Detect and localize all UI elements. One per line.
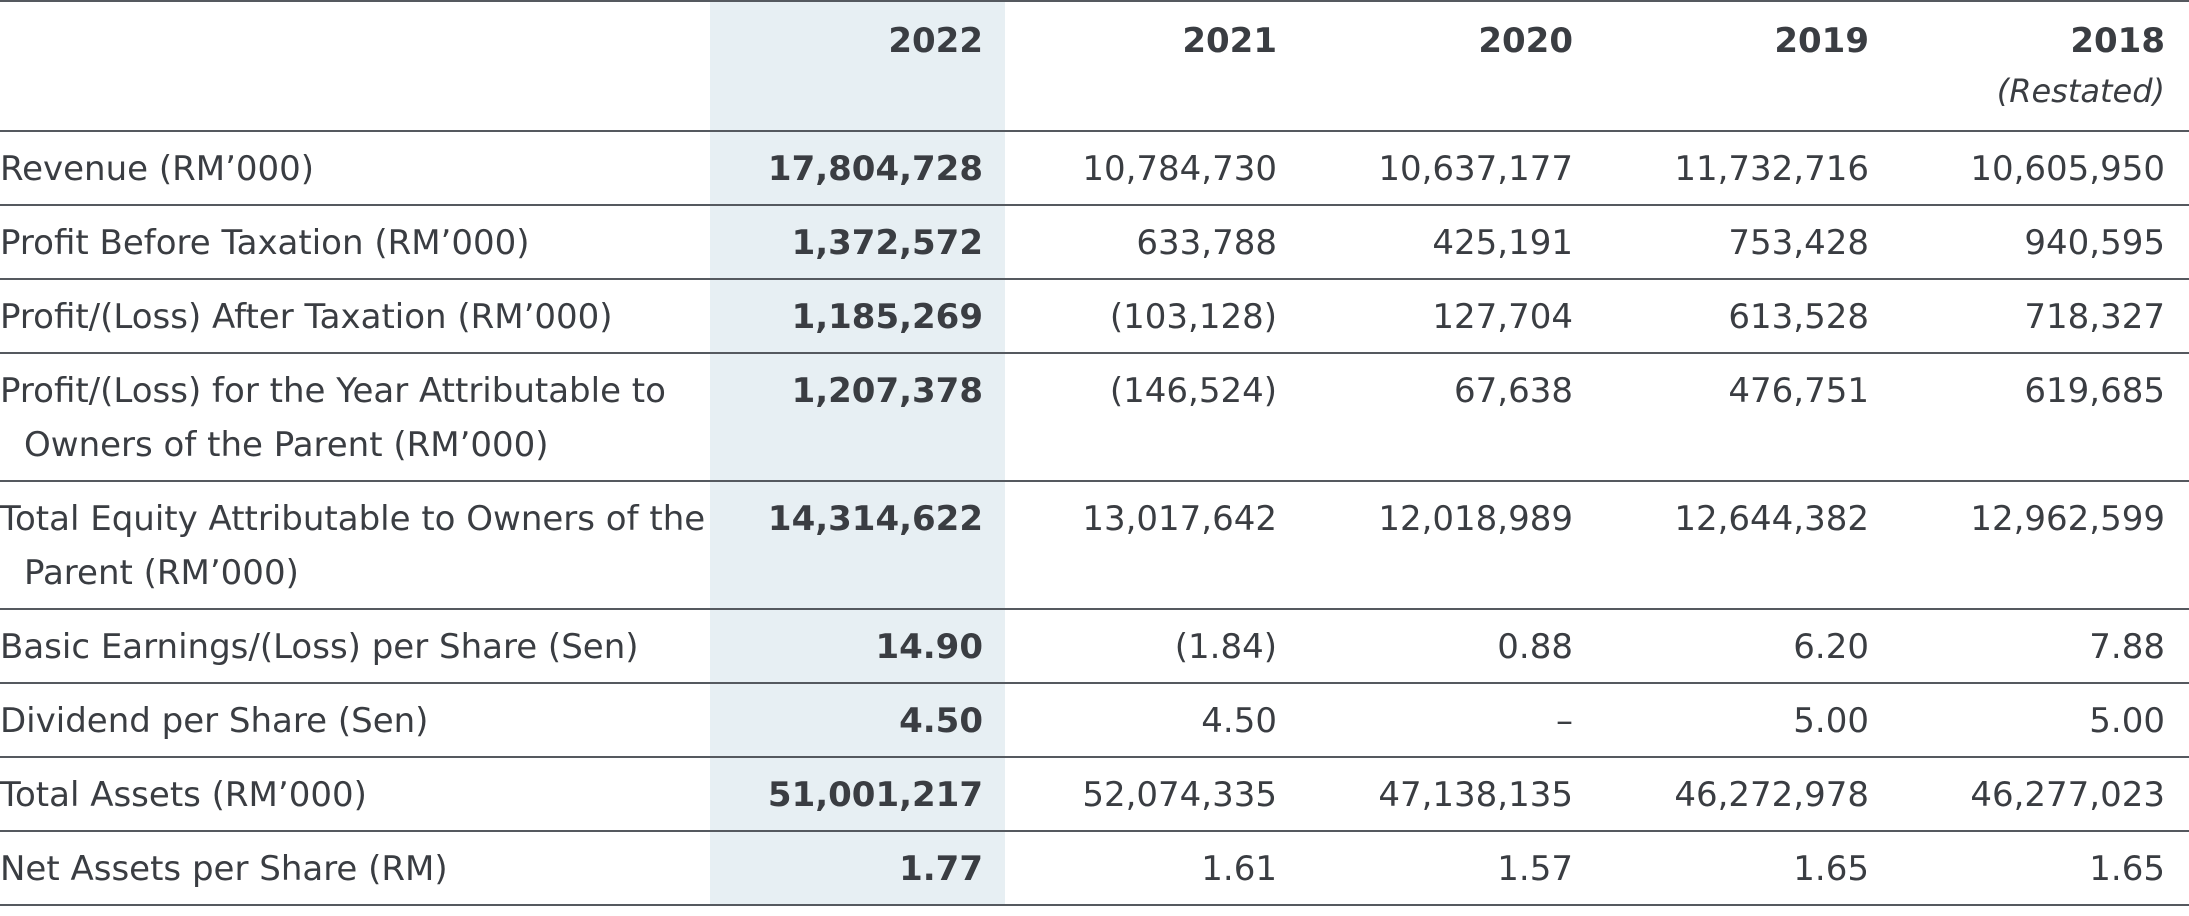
header-2021: 2021	[1182, 21, 1277, 61]
cell-2019: 5.00	[1793, 701, 1869, 741]
cell-2021: 1.61	[1201, 849, 1277, 889]
row-label: Profit Before Taxation (RM’000)	[0, 205, 710, 279]
row-label: Basic Earnings/(Loss) per Share (Sen)	[0, 609, 710, 683]
cell-2020: 425,191	[1432, 223, 1573, 263]
table-row: Profit/(Loss) After Taxation (RM’000) 1,…	[0, 279, 2189, 353]
row-label-text: Net Assets per Share (RM)	[0, 849, 448, 889]
table-row: Profit/(Loss) for the Year Attributable …	[0, 353, 2189, 481]
cell-2018: 7.88	[2089, 627, 2165, 667]
row-label: Revenue (RM’000)	[0, 131, 710, 205]
cell-2022: 1,372,572	[710, 205, 1005, 279]
cell-2020: 12,018,989	[1378, 499, 1573, 539]
row-label-text: Total Equity Attributable to Owners of t…	[0, 499, 706, 593]
cell-2018: 12,962,599	[1970, 499, 2165, 539]
cell-2022: 51,001,217	[710, 757, 1005, 831]
table-row: Profit Before Taxation (RM’000) 1,372,57…	[0, 205, 2189, 279]
cell-2021: (146,524)	[1109, 371, 1277, 411]
cell-2022: 14.90	[710, 609, 1005, 683]
cell-2018: 5.00	[2089, 701, 2165, 741]
cell-2020: 10,637,177	[1378, 149, 1573, 189]
header-row: 2022 2021 2020 2019 2018 (Restated)	[0, 1, 2189, 131]
row-label-text: Dividend per Share (Sen)	[0, 701, 429, 741]
cell-2022: 14,314,622	[710, 481, 1005, 609]
cell-2022: 1,207,378	[710, 353, 1005, 481]
cell-2019: 46,272,978	[1674, 775, 1869, 815]
cell-2018: 940,595	[2024, 223, 2165, 263]
cell-2021: 13,017,642	[1082, 499, 1277, 539]
header-2020: 2020	[1478, 21, 1573, 61]
cell-2019: 613,528	[1728, 297, 1869, 337]
cell-2022: 4.50	[710, 683, 1005, 757]
cell-2020: –	[1556, 701, 1573, 741]
table-row: Basic Earnings/(Loss) per Share (Sen) 14…	[0, 609, 2189, 683]
cell-2020: 127,704	[1432, 297, 1573, 337]
table-row: Total Assets (RM’000) 51,001,217 52,074,…	[0, 757, 2189, 831]
header-label-cell	[0, 1, 710, 131]
cell-2019: 6.20	[1793, 627, 1869, 667]
cell-2019: 11,732,716	[1674, 149, 1869, 189]
table-row: Net Assets per Share (RM) 1.77 1.61 1.57…	[0, 831, 2189, 905]
cell-2018: 46,277,023	[1970, 775, 2165, 815]
cell-2020: 67,638	[1454, 371, 1573, 411]
row-label-text: Basic Earnings/(Loss) per Share (Sen)	[0, 627, 639, 667]
cell-2022: 17,804,728	[710, 131, 1005, 205]
header-2018: 2018 (Restated)	[1893, 1, 2189, 131]
cell-2022: 1,185,269	[710, 279, 1005, 353]
table-row: Total Equity Attributable to Owners of t…	[0, 481, 2189, 609]
row-label: Dividend per Share (Sen)	[0, 683, 710, 757]
header-2018-restated-note: (Restated)	[1996, 72, 2165, 110]
row-label-text: Revenue (RM’000)	[0, 149, 315, 189]
cell-2019: 1.65	[1793, 849, 1869, 889]
cell-2022: 1.77	[710, 831, 1005, 905]
cell-2021: 52,074,335	[1082, 775, 1277, 815]
cell-2018: 619,685	[2024, 371, 2165, 411]
cell-2021: 10,784,730	[1082, 149, 1277, 189]
row-label-text: Profit/(Loss) After Taxation (RM’000)	[0, 297, 613, 337]
row-label-text: Profit/(Loss) for the Year Attributable …	[0, 371, 666, 465]
table-row: Dividend per Share (Sen) 4.50 4.50 – 5.0…	[0, 683, 2189, 757]
row-label-text: Profit Before Taxation (RM’000)	[0, 223, 530, 263]
cell-2018: 10,605,950	[1970, 149, 2165, 189]
row-label: Total Equity Attributable to Owners of t…	[0, 481, 710, 609]
row-label: Profit/(Loss) After Taxation (RM’000)	[0, 279, 710, 353]
cell-2019: 12,644,382	[1674, 499, 1869, 539]
cell-2021: 4.50	[1201, 701, 1277, 741]
header-2019: 2019	[1774, 21, 1869, 61]
cell-2020: 1.57	[1497, 849, 1573, 889]
cell-2021: (1.84)	[1174, 627, 1277, 667]
header-2022: 2022	[710, 1, 1005, 131]
cell-2020: 0.88	[1497, 627, 1573, 667]
table-row: Revenue (RM’000) 17,804,728 10,784,730 1…	[0, 131, 2189, 205]
cell-2021: (103,128)	[1109, 297, 1277, 337]
cell-2020: 47,138,135	[1378, 775, 1573, 815]
cell-2019: 753,428	[1728, 223, 1869, 263]
row-label-text: Total Assets (RM’000)	[0, 775, 367, 815]
cell-2021: 633,788	[1136, 223, 1277, 263]
row-label: Net Assets per Share (RM)	[0, 831, 710, 905]
cell-2019: 476,751	[1728, 371, 1869, 411]
row-label: Total Assets (RM’000)	[0, 757, 710, 831]
header-2018-year: 2018	[2070, 21, 2165, 61]
row-label: Profit/(Loss) for the Year Attributable …	[0, 353, 710, 481]
cell-2018: 718,327	[2024, 297, 2165, 337]
cell-2018: 1.65	[2089, 849, 2165, 889]
